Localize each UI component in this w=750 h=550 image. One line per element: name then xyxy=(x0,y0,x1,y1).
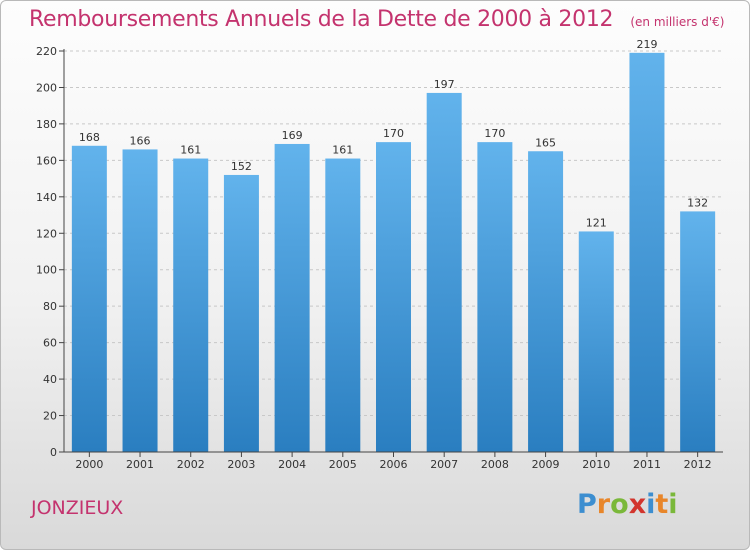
x-tick-label: 2005 xyxy=(329,458,357,471)
data-label-2006: 170 xyxy=(383,127,404,140)
bar-layer: 168 166 161 152 169 161 170 197 170 165 121 219 132 xyxy=(71,38,716,453)
bar-2007 xyxy=(426,92,462,452)
x-tick-label: 2009 xyxy=(532,458,560,471)
x-tick-label: 2004 xyxy=(278,458,306,471)
brand-letter: x xyxy=(628,489,647,520)
brand-letter: i xyxy=(646,489,656,520)
data-label-2002: 161 xyxy=(180,144,201,157)
data-label-2012: 132 xyxy=(687,196,708,209)
data-label-2011: 219 xyxy=(636,38,657,51)
data-label-2004: 169 xyxy=(282,129,303,142)
brand-letter: P xyxy=(577,489,597,520)
y-tick-label: 200 xyxy=(36,81,57,94)
x-tick-label: 2001 xyxy=(126,458,154,471)
bar-2011 xyxy=(629,52,665,453)
title-row: Remboursements Annuels de la Dette de 20… xyxy=(29,7,724,32)
bar-2006 xyxy=(376,142,411,453)
brand-logo[interactable]: Proxiti xyxy=(577,489,678,520)
brand-letter: o xyxy=(610,489,629,520)
commune-name: JONZIEUX xyxy=(31,497,124,519)
data-label-2007: 197 xyxy=(434,78,455,91)
y-tick-label: 40 xyxy=(43,373,57,386)
chart-unit: (en milliers d'€) xyxy=(630,15,725,29)
y-tick-label: 20 xyxy=(43,410,57,423)
x-tick-label: 2000 xyxy=(75,458,103,471)
y-tick-label: 60 xyxy=(43,337,57,350)
y-tick-label: 160 xyxy=(36,154,57,167)
data-label-2000: 168 xyxy=(79,131,100,144)
y-tick-label: 220 xyxy=(36,45,57,58)
brand-letter: i xyxy=(668,489,678,520)
brand-letter: r xyxy=(596,489,611,520)
y-tick-label: 100 xyxy=(36,264,57,277)
x-tick-label: 2008 xyxy=(481,458,509,471)
bar-2003 xyxy=(223,174,259,453)
x-tick-label: 2006 xyxy=(380,458,408,471)
bar-2002 xyxy=(173,158,209,453)
brand-letter: t xyxy=(655,489,669,520)
x-tick-label: 2011 xyxy=(633,458,661,471)
bar-2005 xyxy=(325,158,361,453)
data-label-2005: 161 xyxy=(332,144,353,157)
bar-2010 xyxy=(578,231,614,452)
y-tick-label: 180 xyxy=(36,118,57,131)
bar-2000 xyxy=(71,145,107,453)
bar-2001 xyxy=(122,149,158,452)
x-tick-label: 2003 xyxy=(227,458,255,471)
chart-title: Remboursements Annuels de la Dette de 20… xyxy=(29,7,614,32)
y-tick-label: 140 xyxy=(36,191,57,204)
bar-2012 xyxy=(680,211,716,452)
data-label-2008: 170 xyxy=(484,127,505,140)
x-tick-label: 2012 xyxy=(684,458,712,471)
x-tick-label: 2010 xyxy=(582,458,610,471)
x-tick-label: 2007 xyxy=(430,458,458,471)
bar-2009 xyxy=(528,151,564,452)
bar-2008 xyxy=(477,142,513,453)
data-label-2001: 166 xyxy=(130,134,151,147)
x-tick-label: 2002 xyxy=(177,458,205,471)
y-tick-label: 0 xyxy=(50,446,57,459)
axis-layer: 0 20 40 60 80 100 120 140 160 180 200 220 2000 2001 20… xyxy=(36,45,723,471)
data-label-2009: 165 xyxy=(535,136,556,149)
y-tick-label: 120 xyxy=(36,227,57,240)
bar-2004 xyxy=(274,143,310,452)
y-tick-label: 80 xyxy=(43,300,57,313)
data-label-2010: 121 xyxy=(586,216,607,229)
data-label-2003: 152 xyxy=(231,160,252,173)
